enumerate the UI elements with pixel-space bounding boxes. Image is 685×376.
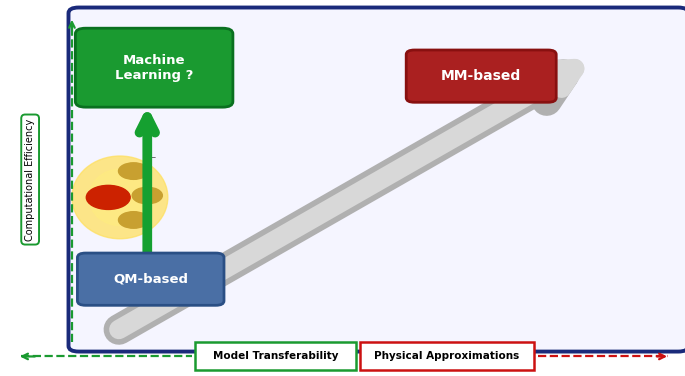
Ellipse shape: [72, 156, 168, 239]
Text: Physical Approximations: Physical Approximations: [374, 351, 520, 361]
Circle shape: [119, 212, 149, 228]
FancyBboxPatch shape: [360, 342, 534, 370]
FancyBboxPatch shape: [77, 253, 224, 305]
FancyBboxPatch shape: [68, 8, 685, 352]
Ellipse shape: [89, 169, 151, 226]
Text: Computational Efficiency: Computational Efficiency: [25, 118, 35, 241]
Text: Model Transferability: Model Transferability: [213, 351, 338, 361]
FancyBboxPatch shape: [195, 342, 356, 370]
Circle shape: [132, 187, 162, 204]
Text: MM-based: MM-based: [441, 69, 521, 83]
FancyBboxPatch shape: [75, 28, 233, 107]
Circle shape: [119, 163, 149, 179]
Circle shape: [86, 185, 130, 209]
Text: QM-based: QM-based: [113, 273, 188, 286]
FancyBboxPatch shape: [406, 50, 556, 102]
Text: e$^-$: e$^-$: [144, 156, 158, 165]
Text: Machine
Learning ?: Machine Learning ?: [115, 54, 193, 82]
